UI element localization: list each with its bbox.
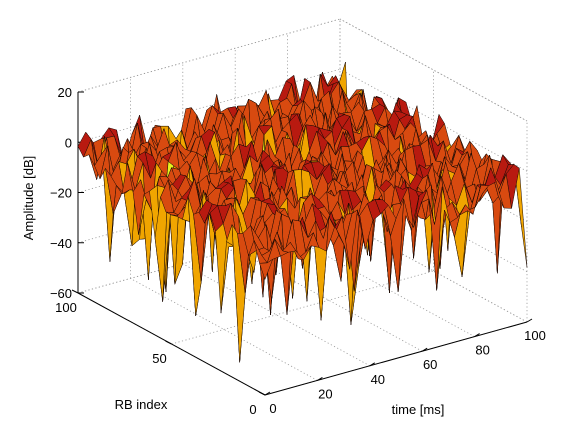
z-axis-label: Amplitude [dB] <box>21 156 36 241</box>
grid-line <box>171 270 434 345</box>
x-tick-label: 100 <box>524 328 546 343</box>
grid-line <box>339 18 528 122</box>
grid-line <box>182 263 370 367</box>
z-tick-label: 20 <box>58 85 72 100</box>
y-tick-mark <box>258 391 266 396</box>
x-tick-label: 40 <box>371 372 385 387</box>
x-tick-mark <box>369 362 376 367</box>
z-tick-label: −20 <box>50 186 72 201</box>
x-tick-mark <box>421 347 428 352</box>
z-tick-label: −60 <box>50 286 72 301</box>
x-axis-label: time [ms] <box>392 402 445 417</box>
y-tick-mark <box>165 340 172 345</box>
x-tick-label: 60 <box>423 357 437 372</box>
grid-line <box>339 18 528 122</box>
axes <box>71 91 533 396</box>
y-tick-label: 0 <box>249 402 256 417</box>
grid-line <box>130 278 318 381</box>
x-tick-mark <box>474 333 480 338</box>
x-tick-label: 0 <box>269 401 276 416</box>
x-tick-mark <box>317 376 323 381</box>
y-tick-label: 100 <box>55 300 77 315</box>
surface-patch <box>259 258 274 281</box>
x-tick-label: 80 <box>475 343 489 358</box>
x-tick-label: 20 <box>318 386 332 401</box>
y-axis-label: RB index <box>115 397 168 412</box>
x-axis <box>264 321 528 396</box>
grid-line <box>339 68 528 172</box>
y-tick-mark <box>71 289 79 294</box>
x-tick-mark <box>264 391 271 396</box>
z-tick-label: −40 <box>50 236 72 251</box>
tick-labels: 0 20 40 60 80 100 0 50 100 20 0 −20 −40 −60 <box>50 85 546 417</box>
x-tick-mark <box>526 318 533 323</box>
surface-mesh <box>77 62 528 363</box>
grid-line <box>77 18 341 93</box>
z-tick-label: 0 <box>65 135 72 150</box>
y-tick-label: 50 <box>152 351 166 366</box>
